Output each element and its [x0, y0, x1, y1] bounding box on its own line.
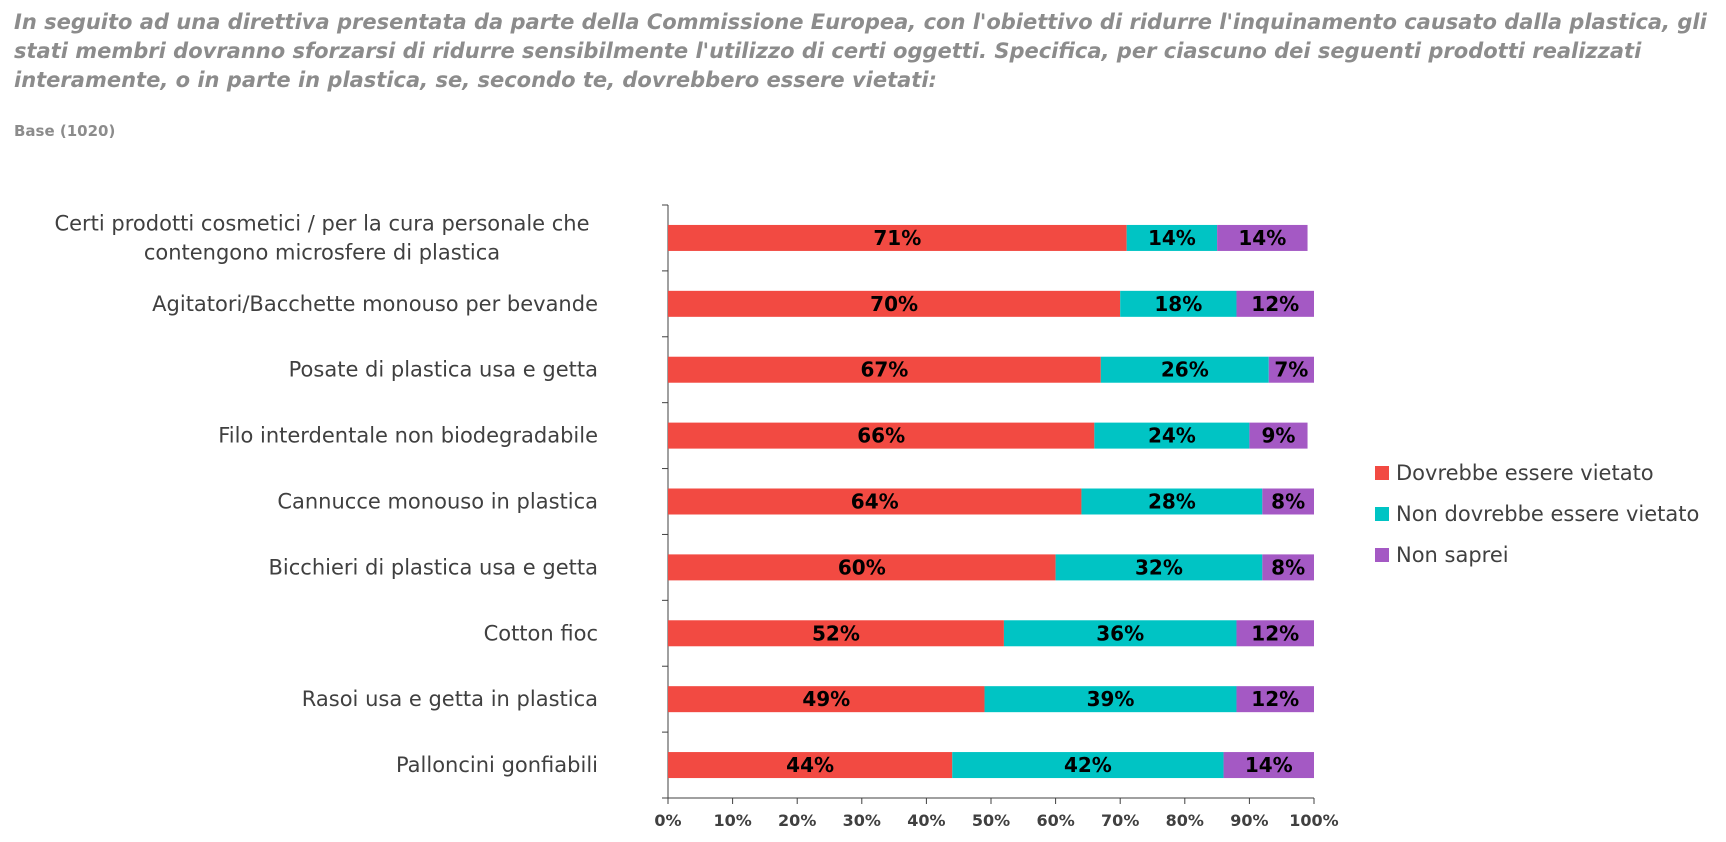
legend-swatch: [1375, 506, 1389, 521]
bar-segment: [1003, 620, 1237, 647]
bar-segment: [1217, 224, 1308, 251]
legend-label: Dovrebbe essere vietato: [1396, 460, 1654, 485]
bar-segment: [1236, 620, 1314, 647]
question-text: In seguito ad una direttiva presentata d…: [14, 10, 1707, 92]
data-label: 24%: [1148, 424, 1196, 448]
data-label: 42%: [1064, 753, 1112, 777]
category-label: Certi prodotti cosmetici / per la cura p…: [54, 211, 589, 235]
data-label: 14%: [1148, 226, 1196, 250]
bar-segment: [1236, 686, 1314, 713]
bar-segment: [984, 686, 1237, 713]
bar-segment: [1120, 290, 1237, 317]
x-tick-label: 0%: [654, 811, 681, 830]
category-label: Filo interdentale non biodegradabile: [218, 424, 598, 448]
category-label: Posate di plastica usa e getta: [289, 358, 598, 382]
x-tick-label: 100%: [1289, 811, 1338, 830]
data-label: 52%: [812, 621, 860, 645]
legend-item: Non saprei: [1375, 534, 1699, 575]
x-tick-label: 70%: [1101, 811, 1139, 830]
legend-swatch: [1375, 465, 1389, 480]
data-label: 49%: [802, 687, 850, 711]
data-label: 36%: [1096, 621, 1144, 645]
data-label: 9%: [1261, 424, 1295, 448]
data-label: 26%: [1161, 358, 1209, 382]
bar-segment: [668, 356, 1101, 383]
category-label: Cannucce monouso in plastica: [277, 490, 598, 514]
x-tick-label: 80%: [1166, 811, 1204, 830]
data-label: 39%: [1087, 687, 1135, 711]
bar-segment: [1268, 356, 1314, 383]
data-label: 14%: [1238, 226, 1286, 250]
bar-segment: [1236, 290, 1314, 317]
bar-segment: [668, 224, 1127, 251]
bar-segment: [668, 686, 985, 713]
legend-label: Non dovrebbe essere vietato: [1396, 501, 1700, 526]
legend-label: Non saprei: [1396, 542, 1509, 567]
bar-segment: [1094, 422, 1250, 449]
bar-segment: [1262, 488, 1314, 515]
x-tick-label: 40%: [907, 811, 945, 830]
x-tick-label: 90%: [1230, 811, 1268, 830]
data-label: 44%: [786, 753, 834, 777]
data-label: 28%: [1148, 490, 1196, 514]
data-label: 12%: [1251, 687, 1299, 711]
x-tick-label: 30%: [843, 811, 881, 830]
category-label: Agitatori/Bacchette monouso per bevande: [152, 292, 598, 316]
chart-legend: Dovrebbe essere vietato Non dovrebbe esse…: [1375, 452, 1699, 575]
category-label: Cotton fioc: [484, 621, 598, 645]
bar-segment: [1262, 554, 1314, 581]
legend-swatch: [1375, 547, 1389, 562]
data-label: 18%: [1154, 292, 1202, 316]
data-label: 60%: [838, 555, 886, 579]
base-note: Base (1020): [14, 122, 116, 140]
data-label: 71%: [873, 226, 921, 250]
bar-segment: [668, 752, 953, 779]
category-label: Rasoi usa e getta in plastica: [302, 687, 598, 711]
category-label: Palloncini gonfiabili: [396, 753, 598, 777]
data-label: 12%: [1251, 621, 1299, 645]
bar-segment: [668, 620, 1004, 647]
bar-segment: [1126, 224, 1218, 251]
data-label: 12%: [1251, 292, 1299, 316]
data-label: 67%: [860, 358, 908, 382]
data-label: 32%: [1135, 555, 1183, 579]
bar-segment: [1055, 554, 1263, 581]
data-label: 8%: [1271, 490, 1305, 514]
x-tick-label: 60%: [1036, 811, 1074, 830]
bar-segment: [1223, 752, 1314, 779]
bar-segment: [1100, 356, 1269, 383]
x-tick-label: 50%: [972, 811, 1010, 830]
data-label: 14%: [1245, 753, 1293, 777]
x-tick-label: 10%: [713, 811, 751, 830]
legend-item: Non dovrebbe essere vietato: [1375, 493, 1699, 534]
category-label: contengono microsfere di plastica: [144, 240, 500, 264]
data-label: 66%: [857, 424, 905, 448]
bar-segment: [668, 422, 1095, 449]
legend-item: Dovrebbe essere vietato: [1375, 452, 1699, 493]
data-label: 8%: [1271, 555, 1305, 579]
bar-segment: [668, 554, 1056, 581]
data-label: 70%: [870, 292, 918, 316]
bar-segment: [1249, 422, 1308, 449]
bar-segment: [952, 752, 1224, 779]
data-label: 7%: [1274, 358, 1308, 382]
category-label: Bicchieri di plastica usa e getta: [269, 555, 599, 579]
data-label: 64%: [851, 490, 899, 514]
bar-segment: [668, 290, 1121, 317]
x-tick-label: 20%: [778, 811, 816, 830]
bar-segment: [1081, 488, 1263, 515]
bar-segment: [668, 488, 1082, 515]
